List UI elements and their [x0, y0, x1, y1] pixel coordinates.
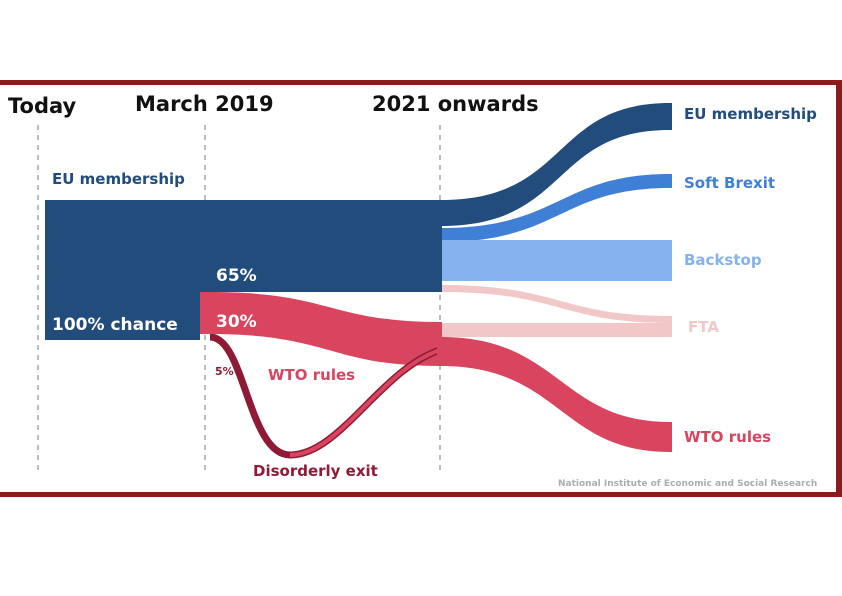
start-value: 100% chance: [52, 315, 178, 335]
outcome-label-wto-rules: WTO rules: [684, 428, 771, 446]
node-march-orderly: [209, 292, 215, 334]
orderly-pct: 30%: [216, 312, 257, 332]
outcome-label-eu-membership: EU membership: [684, 105, 817, 123]
flow-to-eu-membership: [441, 103, 670, 226]
flow-to-soft-brexit: [441, 174, 670, 242]
flow-to-wto-rules: [441, 337, 670, 452]
flow-disorderly-exit-highlight: [289, 348, 441, 457]
outcome-bar-backstop: [668, 240, 672, 281]
flow-to-fta-lower: [441, 323, 670, 337]
right-border: [836, 80, 842, 497]
flow-to-backstop: [441, 240, 670, 281]
outcome-bar-soft: [668, 174, 672, 188]
stay-pct: 65%: [216, 266, 257, 286]
outcome-label-soft-brexit: Soft Brexit: [684, 174, 775, 192]
top-border: [0, 80, 842, 85]
outcome-label-backstop: Backstop: [684, 251, 762, 269]
node-march-stay: [209, 200, 437, 292]
start-label: EU membership: [52, 170, 185, 188]
outcome-bar-wto: [668, 422, 672, 452]
node-2021-stay: [437, 200, 442, 292]
outcome-label-fta: FTA: [688, 318, 719, 336]
flow-orderly-to-wto: [210, 292, 440, 366]
source-credit: National Institute of Economic and Socia…: [558, 479, 817, 489]
bottom-border: [0, 492, 842, 497]
header-2021-onwards: 2021 onwards: [372, 92, 539, 116]
wto-mid-label: WTO rules: [268, 366, 355, 384]
header-today: Today: [8, 94, 77, 118]
flow-to-fta-upper: [441, 285, 670, 323]
disorderly-pct: 5%: [215, 365, 234, 378]
disorderly-label: Disorderly exit: [253, 462, 378, 480]
header-march-2019: March 2019: [135, 92, 274, 116]
node-2021-wto: [437, 322, 442, 366]
outcome-bar-fta: [668, 316, 672, 337]
node-today-eu: [45, 200, 200, 340]
outcome-bar-eu: [668, 103, 672, 130]
